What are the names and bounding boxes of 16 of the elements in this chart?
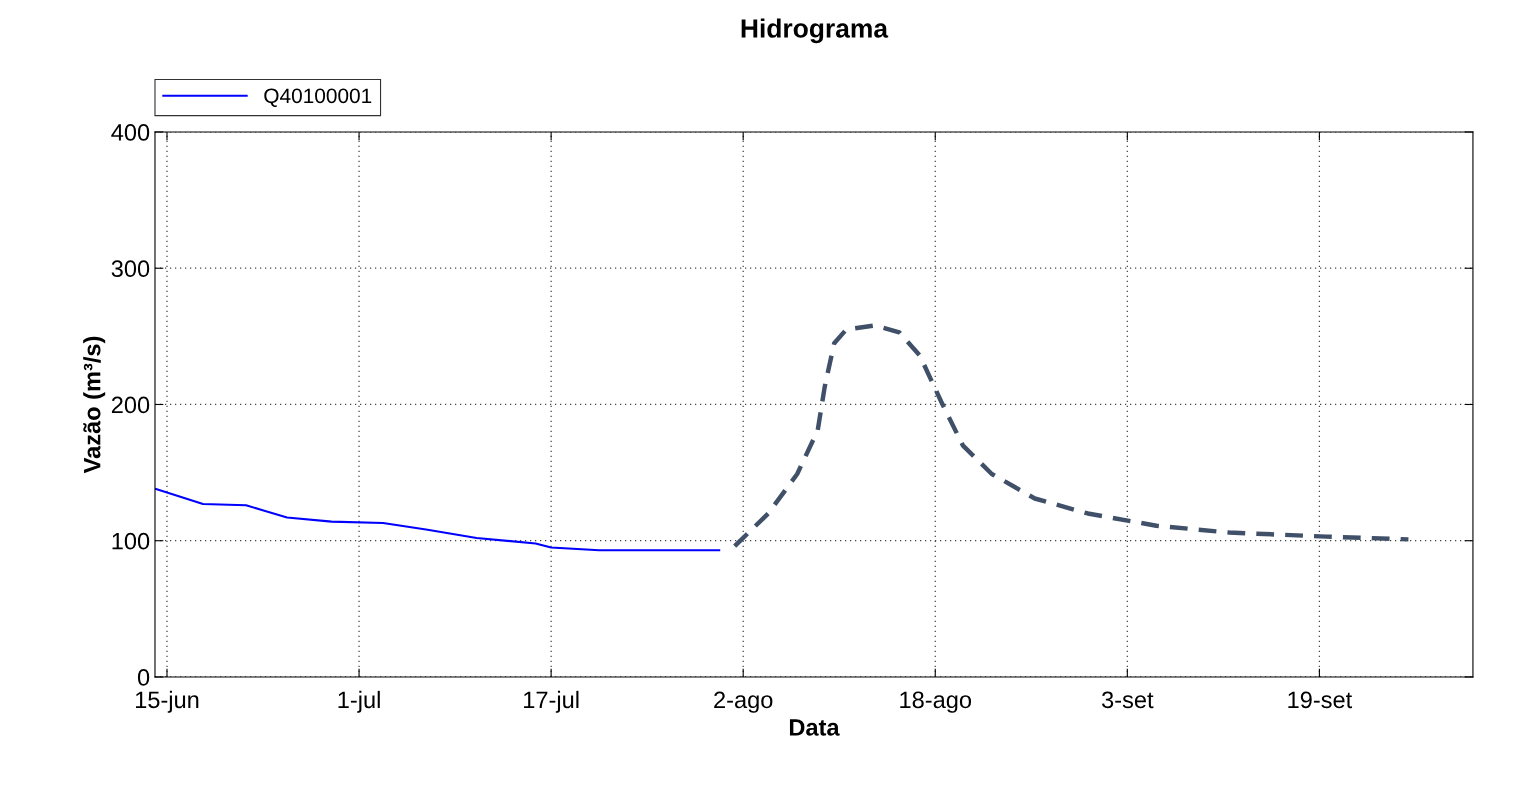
x-tick-label: 1-jul — [338, 690, 380, 713]
y-tick-label: 0 — [137, 669, 150, 686]
x-tick-label: 18-ago — [900, 691, 972, 713]
x-axis-title: Data — [789, 719, 840, 736]
y-tick-label: 200 — [111, 396, 150, 414]
y-tick-label: 300 — [111, 260, 150, 278]
chart-title: Hidrograma — [741, 18, 889, 44]
x-tick-label: 2-ago — [714, 691, 773, 713]
x-tick-label: 15-jun — [135, 690, 199, 713]
y-tick-label: 100 — [112, 532, 150, 550]
legend-label: Q40100001 — [264, 88, 372, 107]
y-tick-label: 400 — [111, 124, 150, 141]
x-tick-label: 19-set — [1288, 691, 1353, 709]
y-axis-title: Vazão (m³/s) — [83, 336, 106, 474]
x-tick-label: 17-jul — [524, 690, 579, 713]
x-tick-label: 3-set — [1101, 691, 1154, 709]
